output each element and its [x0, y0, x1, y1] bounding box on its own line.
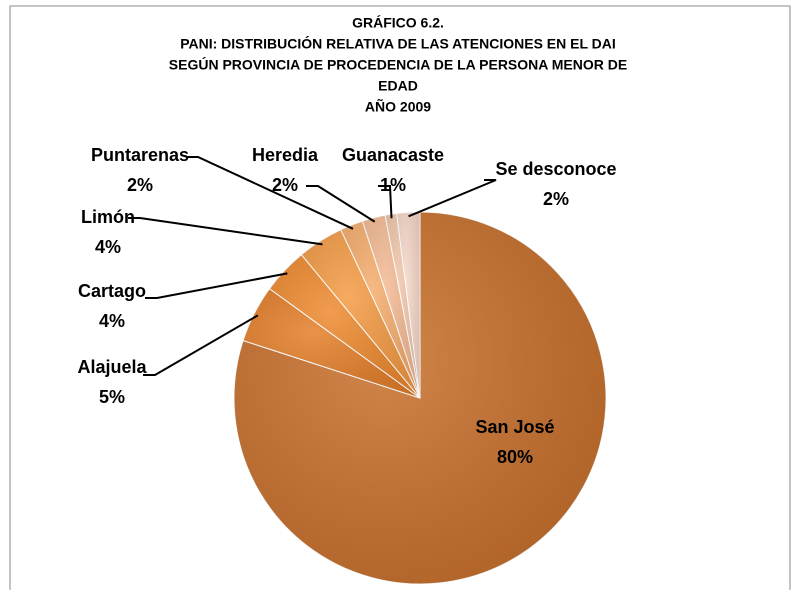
- value-label: 2%: [127, 175, 153, 195]
- value-label: 1%: [380, 175, 406, 195]
- slice-shade: [362, 215, 420, 398]
- category-label: Limón: [81, 207, 135, 227]
- pie: [233, 211, 607, 585]
- category-label: Se desconoce: [495, 159, 616, 179]
- value-label: 2%: [543, 189, 569, 209]
- value-label: 2%: [272, 175, 298, 195]
- slice-shade: [385, 213, 420, 398]
- category-label: Cartago: [78, 281, 146, 301]
- title-line: PANI: DISTRIBUCIÓN RELATIVA DE LAS ATENC…: [180, 35, 616, 52]
- value-label: 4%: [99, 311, 125, 331]
- leader-line: [306, 185, 376, 223]
- category-label: Heredia: [252, 145, 319, 165]
- title-line: AÑO 2009: [365, 98, 431, 115]
- slice-shade: [340, 221, 420, 398]
- labels: San José 80% Alajuela 5% Cartago 4% Limón 4% Pun…: [77, 145, 616, 467]
- value-label: 80%: [497, 447, 533, 467]
- leader-line: [145, 272, 288, 299]
- category-label: Guanacaste: [342, 145, 444, 165]
- category-label: Puntarenas: [91, 145, 189, 165]
- title: GRÁFICO 6.2. PANI: DISTRIBUCIÓN RELATIVA …: [169, 15, 627, 115]
- category-label: San José: [475, 417, 554, 437]
- frame: [9, 5, 791, 590]
- slice-shade: [396, 212, 420, 398]
- leader-line: [143, 314, 259, 376]
- title-line: EDAD: [378, 78, 418, 94]
- slice-shade: [301, 229, 420, 398]
- value-label: 4%: [95, 237, 121, 257]
- leader-line: [378, 185, 393, 219]
- title-line: SEGÚN PROVINCIA DE PROCEDENCIA DE LA PER…: [169, 56, 627, 73]
- category-label: Alajuela: [77, 357, 147, 377]
- value-label: 5%: [99, 387, 125, 407]
- slice-shade: [243, 288, 420, 398]
- leader-line: [186, 156, 354, 230]
- title-line: GRÁFICO 6.2.: [352, 15, 444, 31]
- leader-line: [128, 217, 323, 246]
- leader-line: [408, 179, 497, 218]
- slice-shade: [269, 254, 420, 398]
